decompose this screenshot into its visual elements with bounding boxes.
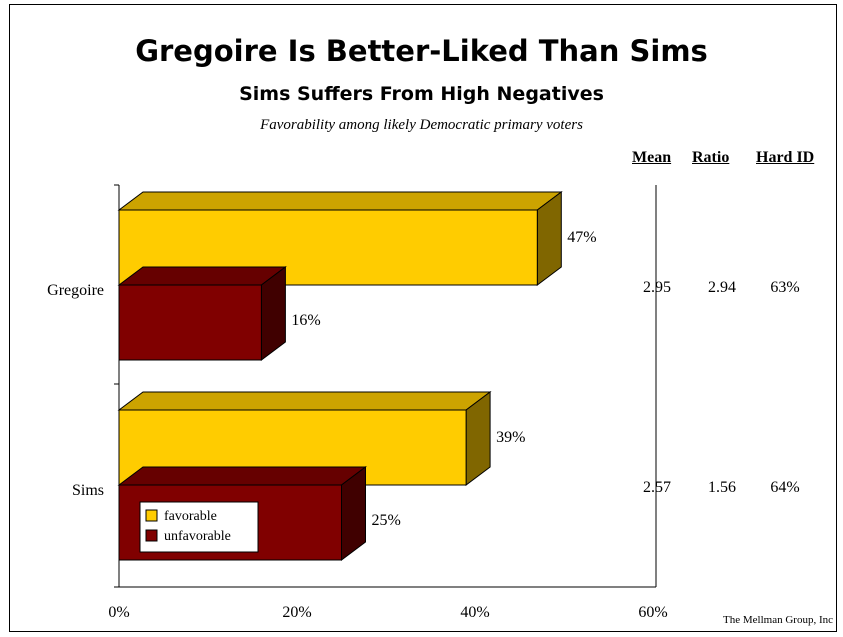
bar-top-unfavorable-sims: [117, 466, 367, 486]
x-tick-label-2: 40%: [460, 604, 489, 621]
bar-unfavorable-gregoire: [118, 284, 262, 361]
chart-note: Favorability among likely Democratic pri…: [260, 117, 583, 133]
column-header-hard-id: Hard ID: [756, 149, 815, 166]
legend-box: [139, 501, 259, 553]
chart-frame: [9, 4, 837, 632]
bar-top-unfavorable-gregoire: [117, 266, 287, 286]
table-value-gregoire-ratio: 2.94: [708, 279, 736, 296]
column-header-ratio: Ratio: [692, 149, 730, 166]
legend-label-unfavorable: unfavorable: [164, 529, 231, 544]
data-label-unfavorable-sims: 25%: [372, 512, 401, 529]
data-label-favorable-gregoire: 47%: [567, 229, 596, 246]
legend-swatch-favorable: [145, 509, 158, 522]
bar-top-favorable-sims: [117, 391, 492, 411]
legend-label-favorable: favorable: [164, 509, 217, 524]
table-value-gregoire-mean: 2.95: [643, 279, 671, 296]
x-tick-label-1: 20%: [282, 604, 311, 621]
table-value-sims-mean: 2.57: [643, 479, 671, 496]
table-value-gregoire-hard-id: 63%: [770, 279, 799, 296]
chart-subtitle: Sims Suffers From High Negatives: [239, 83, 604, 105]
bar-favorable-gregoire: [118, 209, 538, 286]
x-tick-label-3: 60%: [638, 604, 667, 621]
category-label-sims: Sims: [72, 482, 104, 499]
legend-swatch-unfavorable: [145, 529, 158, 542]
table-value-sims-ratio: 1.56: [708, 479, 736, 496]
category-label-gregoire: Gregoire: [47, 282, 104, 299]
data-label-unfavorable-gregoire: 16%: [291, 312, 320, 329]
bar-top-favorable-gregoire: [117, 191, 563, 211]
table-value-sims-hard-id: 64%: [770, 479, 799, 496]
data-label-favorable-sims: 39%: [496, 429, 525, 446]
chart-title: Gregoire Is Better-Liked Than Sims: [135, 34, 708, 68]
column-header-mean: Mean: [632, 149, 672, 166]
credit-text: The Mellman Group, Inc: [723, 614, 833, 626]
x-tick-label-0: 0%: [108, 604, 129, 621]
